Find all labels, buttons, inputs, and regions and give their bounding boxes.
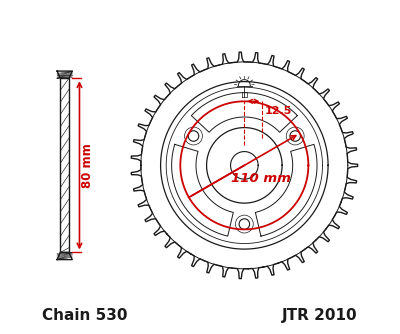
Text: 12.5: 12.5 [265, 106, 292, 116]
Text: JTR 2010: JTR 2010 [282, 308, 358, 323]
Text: 110 mm: 110 mm [231, 172, 291, 185]
Text: 80 mm: 80 mm [81, 143, 94, 188]
Text: Chain 530: Chain 530 [42, 308, 128, 323]
